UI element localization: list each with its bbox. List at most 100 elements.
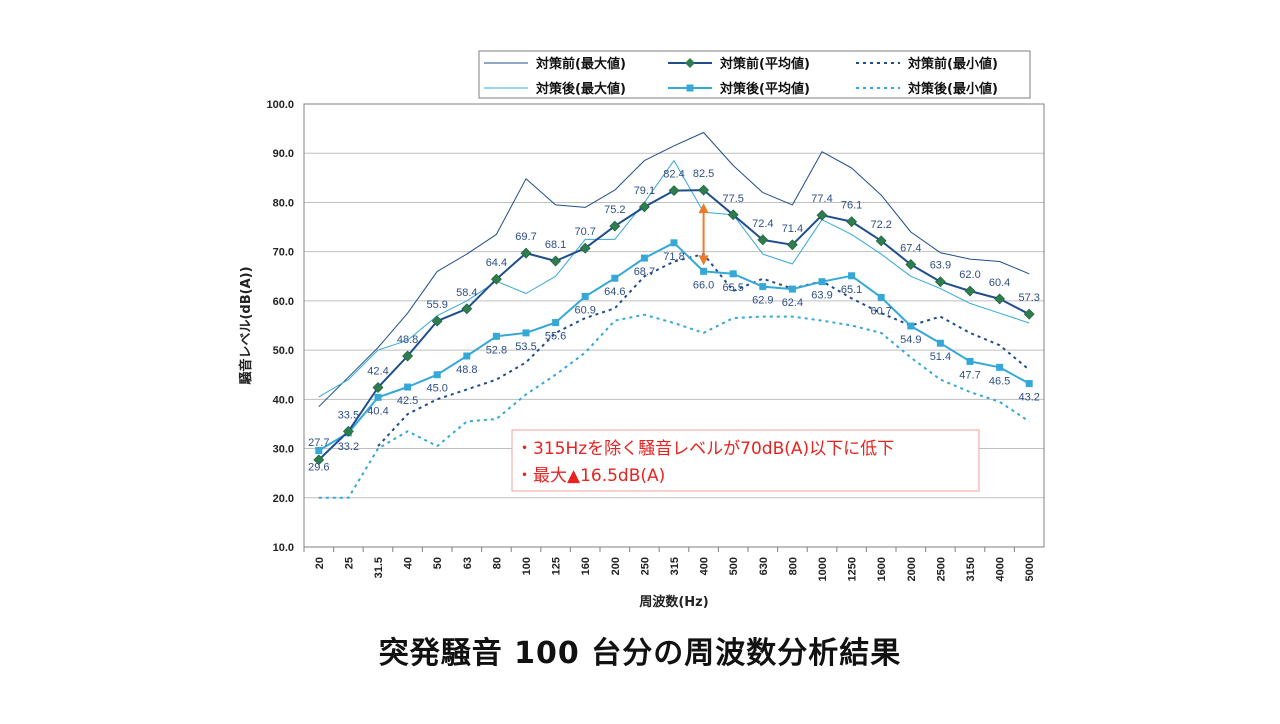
data-point-before-avg bbox=[431, 315, 443, 327]
legend-label: 対策前(平均値) bbox=[719, 56, 810, 72]
data-label-after-avg: 60.7 bbox=[870, 305, 891, 317]
data-point-before-avg bbox=[579, 242, 591, 254]
data-label-after-avg: 63.9 bbox=[811, 290, 832, 302]
y-tick-label: 50.0 bbox=[273, 345, 294, 357]
legend-box bbox=[478, 50, 1031, 99]
x-tick-label: 160 bbox=[580, 557, 592, 575]
data-point-before-avg bbox=[698, 184, 710, 196]
y-tick-label: 40.0 bbox=[273, 394, 294, 406]
x-tick-label: 800 bbox=[787, 557, 799, 575]
data-point-after-avg bbox=[374, 393, 382, 401]
data-point-after-avg bbox=[818, 278, 826, 286]
data-label-after-avg: 65.1 bbox=[841, 284, 862, 296]
x-tick-label: 25 bbox=[343, 557, 355, 569]
y-axis-title: 騒音レベル(dB(A)) bbox=[238, 266, 254, 385]
y-tick-label: 90.0 bbox=[273, 148, 294, 160]
data-point-after-avg bbox=[670, 239, 678, 247]
data-label-before-avg: 76.1 bbox=[841, 200, 862, 212]
data-label-before-avg: 27.7 bbox=[308, 437, 329, 449]
data-point-after-avg bbox=[581, 292, 589, 300]
data-label-before-avg: 64.4 bbox=[486, 257, 507, 269]
x-tick-label: 1250 bbox=[847, 557, 859, 581]
data-label-before-avg: 42.4 bbox=[367, 366, 388, 378]
data-label-before-avg: 77.4 bbox=[811, 193, 832, 205]
data-label-after-avg: 55.6 bbox=[545, 331, 566, 343]
annotation-text: ・最大▲16.5dB(A) bbox=[516, 466, 665, 486]
data-label-before-avg: 82.4 bbox=[663, 169, 684, 181]
x-axis-title: 周波数(Hz) bbox=[639, 594, 708, 610]
data-point-after-avg bbox=[877, 293, 885, 301]
data-label-after-avg: 65.5 bbox=[722, 282, 743, 294]
y-tick-label: 10.0 bbox=[273, 542, 294, 554]
data-label-after-avg: 51.4 bbox=[930, 351, 951, 363]
data-point-after-avg bbox=[907, 322, 915, 330]
data-label-after-avg: 45.0 bbox=[426, 383, 447, 395]
x-tick-label: 63 bbox=[462, 557, 474, 569]
data-label-before-avg: 68.1 bbox=[545, 239, 566, 251]
x-tick-label: 80 bbox=[491, 557, 503, 569]
data-label-after-avg: 53.5 bbox=[515, 341, 536, 353]
data-point-after-avg bbox=[1025, 380, 1033, 388]
x-tick-label: 315 bbox=[669, 557, 681, 575]
data-point-before-avg bbox=[520, 247, 532, 259]
data-label-after-avg: 54.9 bbox=[900, 334, 921, 346]
data-label-after-avg: 66.0 bbox=[693, 279, 714, 291]
data-point-after-avg bbox=[848, 272, 856, 280]
x-tick-label: 630 bbox=[758, 557, 770, 575]
data-label-after-avg: 62.4 bbox=[782, 297, 803, 309]
data-label-after-avg: 29.6 bbox=[308, 462, 329, 474]
data-label-after-avg: 48.8 bbox=[456, 364, 477, 376]
x-tick-label: 100 bbox=[521, 557, 533, 575]
data-label-before-avg: 67.4 bbox=[900, 242, 921, 254]
data-label-after-avg: 68.7 bbox=[634, 266, 655, 278]
data-point-before-avg bbox=[964, 285, 976, 297]
x-tick-label: 5000 bbox=[1024, 557, 1036, 581]
series-line bbox=[318, 313, 1030, 499]
x-tick-label: 2500 bbox=[935, 557, 947, 581]
data-point-before-avg bbox=[1023, 308, 1035, 320]
data-label-before-avg: 63.9 bbox=[930, 260, 951, 272]
data-point-before-avg bbox=[757, 234, 769, 246]
data-point-before-avg bbox=[727, 209, 739, 221]
annotation-text: ・315Hzを除く騒音レベルが70dB(A)以下に低下 bbox=[516, 439, 894, 459]
data-point-before-avg bbox=[875, 235, 887, 247]
data-label-after-avg: 43.2 bbox=[1018, 392, 1039, 404]
data-point-after-avg bbox=[996, 363, 1004, 371]
data-point-after-avg bbox=[729, 270, 737, 278]
x-tick-label: 3150 bbox=[965, 557, 977, 581]
chart-caption: 突発騒音 100 台分の周波数分析結果 bbox=[378, 636, 902, 671]
data-label-before-avg: 71.4 bbox=[782, 223, 803, 235]
data-point-after-avg bbox=[611, 274, 619, 282]
data-point-before-avg bbox=[342, 425, 354, 437]
data-point-before-avg bbox=[905, 259, 917, 270]
data-point-after-avg bbox=[433, 371, 441, 379]
data-label-before-avg: 69.7 bbox=[515, 231, 536, 243]
data-label-before-avg: 58.4 bbox=[456, 287, 477, 299]
data-point-before-avg bbox=[461, 303, 473, 315]
data-point-before-avg bbox=[638, 201, 650, 213]
data-label-after-avg: 52.8 bbox=[486, 344, 507, 356]
y-tick-label: 30.0 bbox=[273, 444, 294, 456]
legend-marker bbox=[685, 58, 695, 68]
legend-label: 対策後(平均値) bbox=[719, 81, 810, 97]
x-tick-label: 500 bbox=[728, 557, 740, 575]
x-tick-label: 40 bbox=[403, 557, 415, 569]
data-label-before-avg: 57.3 bbox=[1018, 292, 1039, 304]
reduction-arrow-head-up bbox=[698, 203, 709, 214]
data-label-before-avg: 72.2 bbox=[870, 219, 891, 231]
x-tick-label: 200 bbox=[610, 557, 622, 575]
data-label-after-avg: 46.5 bbox=[989, 375, 1010, 387]
data-label-before-avg: 62.0 bbox=[959, 269, 980, 281]
data-point-after-avg bbox=[640, 254, 648, 262]
x-tick-label: 20 bbox=[314, 557, 326, 569]
data-point-before-avg bbox=[313, 454, 325, 466]
y-tick-label: 70.0 bbox=[273, 247, 294, 259]
y-tick-label: 20.0 bbox=[273, 493, 294, 505]
data-label-before-avg: 79.1 bbox=[634, 185, 655, 197]
series-line bbox=[318, 241, 1030, 452]
data-point-before-avg bbox=[609, 220, 621, 232]
x-tick-label: 1600 bbox=[876, 557, 888, 581]
data-point-after-avg bbox=[492, 332, 500, 340]
y-tick-label: 80.0 bbox=[273, 197, 294, 209]
data-point-before-avg bbox=[402, 350, 414, 362]
